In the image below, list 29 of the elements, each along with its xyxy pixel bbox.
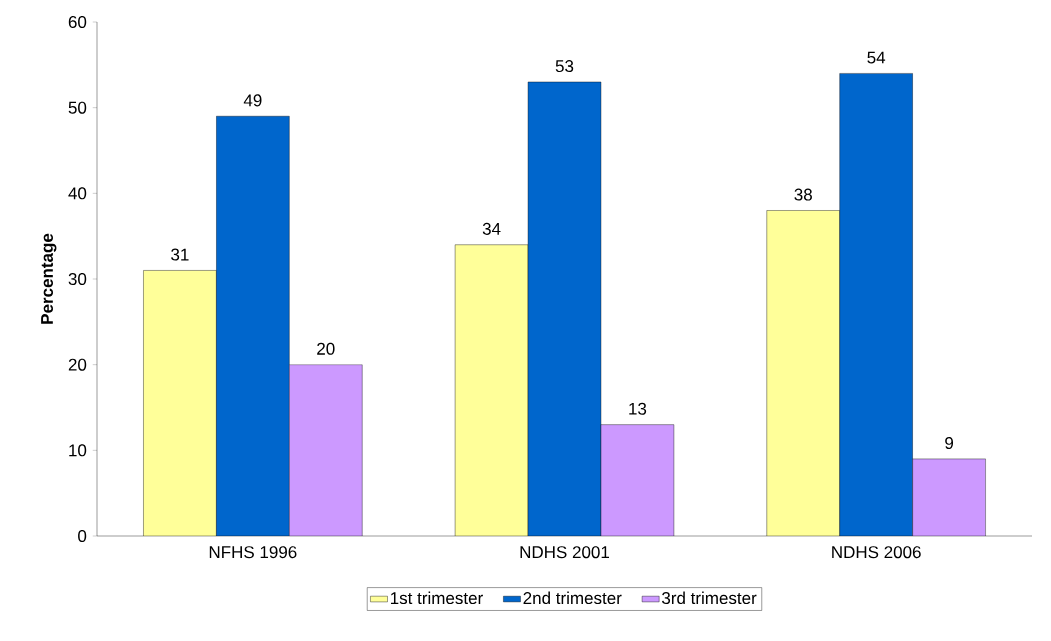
bar bbox=[600, 424, 674, 536]
x-tick-label: NDHS 2001 bbox=[520, 546, 609, 559]
bar bbox=[839, 73, 913, 536]
bar bbox=[216, 116, 290, 536]
y-tick-label: 50 bbox=[68, 101, 87, 114]
legend-label: 1st trimester bbox=[391, 591, 483, 605]
y-axis-title: Percentage bbox=[41, 233, 57, 324]
data-label: 54 bbox=[867, 51, 886, 64]
data-label: 34 bbox=[482, 222, 501, 235]
y-tick-label: 40 bbox=[68, 187, 87, 200]
legend-label: 3rd trimester bbox=[662, 591, 757, 605]
bar bbox=[289, 364, 363, 536]
y-tick-label: 0 bbox=[78, 529, 87, 543]
data-label: 49 bbox=[243, 94, 262, 107]
bar bbox=[912, 458, 986, 536]
y-tick-label: 20 bbox=[68, 358, 87, 371]
data-label: 9 bbox=[945, 437, 954, 450]
bar bbox=[528, 81, 601, 536]
x-tick-label: NFHS 1996 bbox=[209, 546, 297, 559]
y-tick-label: 60 bbox=[68, 15, 87, 29]
data-label: 13 bbox=[629, 402, 647, 415]
y-tick-label: 30 bbox=[68, 272, 87, 286]
y-tick-label: 10 bbox=[69, 444, 87, 457]
data-label: 31 bbox=[171, 248, 189, 261]
data-label: 20 bbox=[317, 342, 335, 355]
data-label: 53 bbox=[555, 60, 574, 73]
x-tick-label: NDHS 2006 bbox=[832, 546, 921, 559]
legend-label: 2nd trimester bbox=[523, 591, 622, 605]
data-label: 38 bbox=[794, 188, 812, 201]
